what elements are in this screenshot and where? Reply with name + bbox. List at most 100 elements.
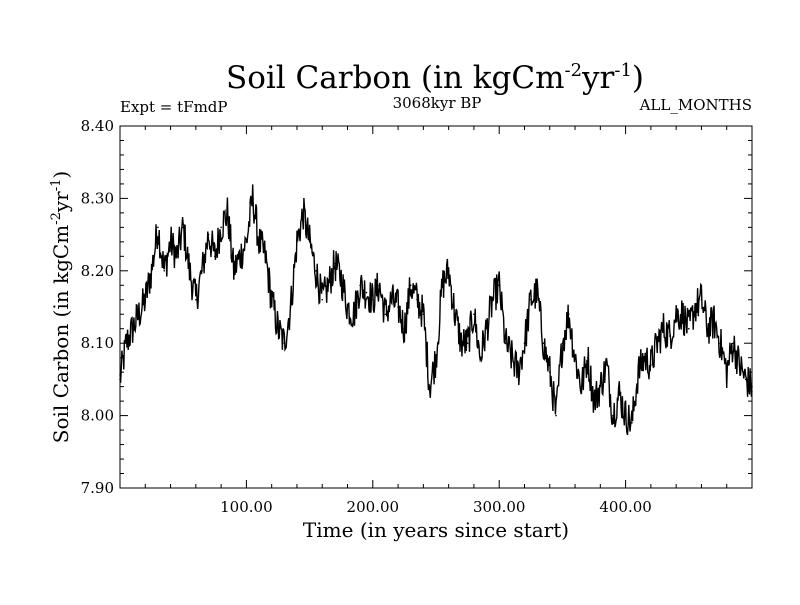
data-point [176, 255, 178, 258]
experiment-label: Expt = tFmdP [120, 98, 228, 116]
data-point [751, 385, 753, 388]
y-tick-label: 8.20 [81, 262, 114, 280]
data-point [744, 378, 747, 381]
data-point [700, 298, 703, 301]
data-point [454, 313, 456, 316]
chart-title: Soil Carbon (in kgCm-2yr-1) [226, 60, 644, 96]
y-axis-label: Soil Carbon (in kgCm-2yr-1) [49, 171, 73, 443]
data-point [308, 241, 311, 243]
data-point [605, 364, 608, 366]
data-point [390, 298, 393, 301]
x-tick-label: 100.00 [220, 498, 273, 516]
series-line [119, 184, 753, 436]
data-point [131, 327, 134, 330]
data-point [169, 241, 172, 243]
data-point [422, 313, 425, 316]
y-axis: 7.90 8.00 8.10 8.20 8.30 8.40 [81, 117, 752, 497]
data-point [327, 284, 330, 287]
data-point [264, 255, 267, 258]
data-point [492, 298, 494, 301]
data-point [688, 327, 690, 330]
data-point [567, 313, 570, 316]
data-point [599, 385, 602, 388]
x-tick-label: 300.00 [473, 498, 526, 516]
data-point [384, 313, 387, 316]
data-point [473, 313, 475, 316]
y-tick-label: 8.00 [81, 407, 114, 425]
data-point [580, 385, 583, 388]
data-point [485, 327, 488, 330]
data-point [669, 335, 671, 337]
data-point [460, 342, 463, 345]
data-point [302, 212, 305, 214]
data-point [548, 371, 551, 373]
data-point [511, 356, 513, 359]
data-point [296, 241, 298, 243]
data-point [662, 327, 665, 330]
data-point [466, 342, 469, 345]
data-point [251, 197, 254, 200]
data-point [618, 393, 621, 395]
data-point [346, 306, 349, 308]
data-point [283, 342, 286, 345]
data-point [220, 226, 222, 229]
data-point [214, 255, 216, 258]
data-point [353, 313, 355, 316]
data-point [378, 284, 380, 287]
data-point [517, 371, 519, 373]
plot-area [119, 184, 753, 436]
data-point [289, 306, 292, 308]
data-point [738, 364, 741, 366]
data-point [479, 356, 482, 359]
data-point [201, 270, 203, 272]
data-point [119, 378, 121, 381]
data-point [403, 327, 406, 330]
data-point [138, 313, 140, 316]
data-point [334, 262, 336, 265]
data-point [555, 414, 557, 417]
data-point [428, 385, 431, 388]
data-point [207, 233, 210, 236]
data-point [340, 277, 343, 279]
data-point [258, 241, 260, 243]
y-tick-label: 8.30 [81, 189, 114, 207]
data-point [504, 342, 507, 345]
data-point [593, 400, 595, 402]
x-tick-label: 400.00 [599, 498, 652, 516]
data-point [675, 313, 677, 316]
data-point [498, 284, 501, 287]
data-point [650, 364, 652, 366]
plot-frame [119, 125, 753, 489]
months-label: ALL_MONTHS [639, 96, 752, 114]
x-axis-label: Time (in years since start) [303, 518, 569, 542]
data-point [681, 313, 684, 316]
data-point [631, 422, 633, 424]
data-point [125, 342, 128, 345]
data-point [435, 356, 437, 359]
data-point [163, 270, 166, 272]
data-point [157, 226, 159, 229]
data-point [447, 270, 450, 272]
data-point [315, 270, 317, 272]
data-point [561, 342, 564, 345]
data-point [372, 298, 374, 301]
y-tick-label: 8.10 [81, 334, 114, 352]
data-point [574, 356, 576, 359]
data-point [150, 270, 153, 272]
data-point [719, 342, 722, 345]
data-point [270, 298, 273, 301]
data-point [612, 414, 614, 417]
data-point [542, 342, 545, 345]
data-point [409, 284, 412, 287]
data-point [656, 342, 658, 345]
data-point [725, 371, 728, 373]
data-point [144, 298, 147, 301]
period-label: 3068kyr BP [393, 94, 482, 112]
data-point [416, 298, 418, 301]
data-point [643, 356, 646, 359]
y-tick-label: 8.40 [81, 117, 114, 135]
data-point [397, 306, 399, 308]
data-point [637, 371, 640, 373]
data-point [226, 212, 229, 214]
